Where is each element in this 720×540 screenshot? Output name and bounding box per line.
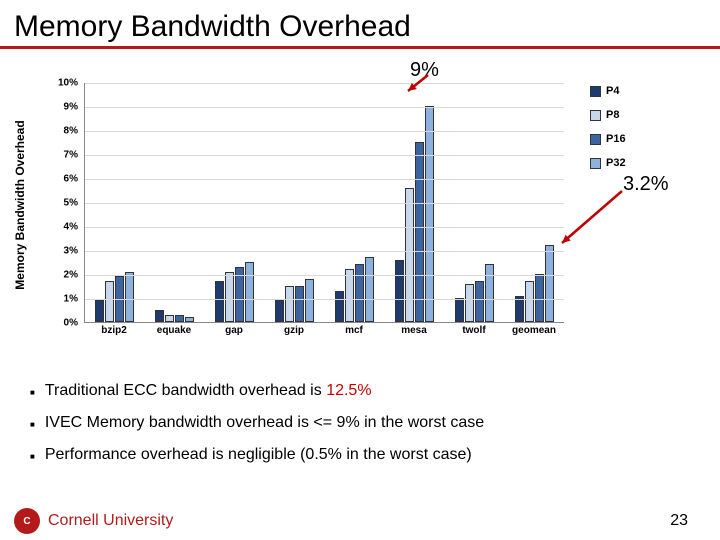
y-axis-ticks: 0%1%2%3%4%5%6%7%8%9%10% <box>60 83 78 323</box>
callout-arrow-icon <box>552 181 632 253</box>
y-tick-label: 0% <box>52 318 78 329</box>
bar <box>125 272 134 322</box>
bullet-marker: ■ <box>30 420 35 429</box>
x-tick-label: bzip2 <box>84 325 144 336</box>
bar <box>95 300 104 322</box>
bullet-text: Performance overhead is negligible (0.5%… <box>45 446 472 464</box>
y-tick-label: 10% <box>52 78 78 89</box>
bullet-list: ■ Traditional ECC bandwidth overhead is … <box>30 382 690 478</box>
plot-area <box>84 83 564 323</box>
bar <box>415 142 424 322</box>
x-tick-label: twolf <box>444 325 504 336</box>
footer: C Cornell University 23 <box>14 508 706 534</box>
legend: P4 P8 P16 P32 <box>590 85 650 181</box>
university-seal-icon: C <box>14 508 40 534</box>
bullet-text: Traditional ECC bandwidth overhead is <box>45 382 326 399</box>
bar <box>345 269 354 322</box>
y-tick-label: 2% <box>52 270 78 281</box>
page-number: 23 <box>670 512 688 530</box>
bar <box>395 260 404 322</box>
legend-item: P32 <box>590 157 650 169</box>
y-tick-label: 8% <box>52 126 78 137</box>
bar <box>105 281 114 322</box>
bullet-item: ■ Performance overhead is negligible (0.… <box>30 446 690 464</box>
bar <box>215 281 224 322</box>
x-axis-labels: bzip2equakegapgzipmcfmesatwolfgeomean <box>84 325 564 336</box>
bar <box>465 284 474 322</box>
legend-swatch <box>590 86 601 97</box>
legend-item: P8 <box>590 109 650 121</box>
legend-swatch <box>590 110 601 121</box>
y-tick-label: 5% <box>52 198 78 209</box>
bar <box>525 281 534 322</box>
x-tick-label: equake <box>144 325 204 336</box>
bullet-item: ■ IVEC Memory bandwidth overhead is <= 9… <box>30 414 690 432</box>
bar <box>295 286 304 322</box>
slide-title: Memory Bandwidth Overhead <box>0 0 720 46</box>
legend-item: P4 <box>590 85 650 97</box>
bar <box>175 315 184 322</box>
x-tick-label: gap <box>204 325 264 336</box>
x-tick-label: mcf <box>324 325 384 336</box>
bar <box>365 257 374 322</box>
bullet-item: ■ Traditional ECC bandwidth overhead is … <box>30 382 690 400</box>
title-underline <box>0 46 720 49</box>
bar <box>245 262 254 322</box>
bar <box>335 291 344 322</box>
y-tick-label: 9% <box>52 102 78 113</box>
bar <box>285 286 294 322</box>
bar <box>535 274 544 322</box>
bar <box>225 272 234 322</box>
bar <box>355 264 364 322</box>
bar <box>475 281 484 322</box>
legend-label: P32 <box>606 157 626 169</box>
y-tick-label: 1% <box>52 294 78 305</box>
bullet-text: IVEC Memory bandwidth overhead is <= 9% … <box>45 414 484 432</box>
legend-swatch <box>590 158 601 169</box>
x-tick-label: mesa <box>384 325 444 336</box>
y-tick-label: 7% <box>52 150 78 161</box>
bullet-marker: ■ <box>30 452 35 461</box>
y-tick-label: 4% <box>52 222 78 233</box>
callout-label: 3.2% <box>623 173 669 196</box>
callout-label: 9% <box>410 59 439 82</box>
legend-label: P8 <box>606 109 619 121</box>
chart-area: Memory Bandwidth Overhead 0%1%2%3%4%5%6%… <box>28 55 692 355</box>
legend-swatch <box>590 134 601 145</box>
y-tick-label: 6% <box>52 174 78 185</box>
legend-label: P16 <box>606 133 626 145</box>
bar <box>545 245 554 322</box>
bullet-emph: 12.5% <box>326 382 371 399</box>
x-tick-label: geomean <box>504 325 564 336</box>
bar <box>425 106 434 322</box>
bar <box>275 300 284 322</box>
bar <box>455 298 464 322</box>
bar <box>305 279 314 322</box>
bar <box>405 188 414 322</box>
university-name: Cornell University <box>48 512 173 530</box>
y-tick-label: 3% <box>52 246 78 257</box>
bar <box>155 310 164 322</box>
bar <box>485 264 494 322</box>
university-brand: C Cornell University <box>14 508 173 534</box>
bullet-marker: ■ <box>30 388 35 397</box>
bar <box>165 315 174 322</box>
legend-item: P16 <box>590 133 650 145</box>
legend-label: P4 <box>606 85 619 97</box>
x-tick-label: gzip <box>264 325 324 336</box>
bar <box>185 317 194 322</box>
y-axis-label: Memory Bandwidth Overhead <box>13 120 27 289</box>
